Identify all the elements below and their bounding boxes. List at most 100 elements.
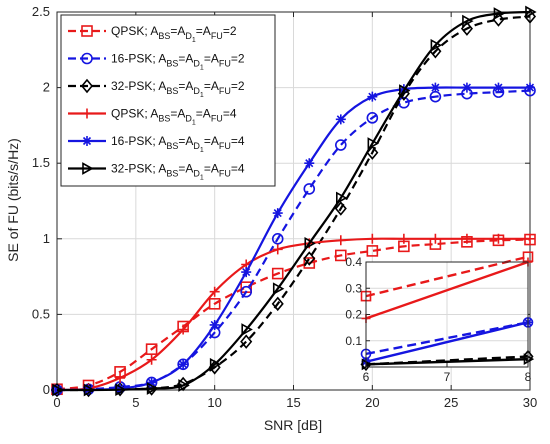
triangle-marker [335,191,348,205]
data-point-marker [272,244,283,255]
y-axis-title: SE of FU (bits/s/Hz) [5,138,21,262]
data-point-marker [335,191,348,205]
triangle-marker [430,38,443,52]
series-layer [50,5,537,398]
legend-text-part: =4 [231,162,245,176]
legend-text-part: =2 [231,52,245,66]
legend-entry-psk32-4: 32-PSK; ABS=AD1=AFU=4 [68,162,245,182]
legend-subscript: BS [166,59,178,69]
data-point-marker [115,372,126,383]
triangle-marker [82,162,94,175]
legend-subscript: BS [166,169,178,179]
legend-text-part: =A [204,134,219,148]
data-point-marker [462,14,474,28]
legend-text-part: =A [196,24,211,38]
star-marker [178,359,189,370]
plus-marker [398,233,409,244]
data-point-marker [209,286,220,297]
inset-series-line-qpsk4 [365,260,529,320]
data-point-marker [461,82,472,93]
legend-subscript: D [193,141,200,151]
inset-x-tick-label: 6 [363,370,370,384]
x-tick-label: 25 [444,395,458,410]
x-tick-label: 5 [132,395,139,410]
star-marker [430,82,441,93]
data-point-marker [334,139,347,151]
data-point-marker [460,21,473,36]
plus-marker [178,324,189,335]
legend-subscript: FU [219,141,231,151]
data-point-marker [115,383,127,397]
data-point-marker [430,233,441,244]
plus-marker [461,233,472,244]
legend-text-part: 32-PSK; A [111,79,166,93]
star-marker [241,267,252,278]
x-tick-label: 15 [286,395,300,410]
diamond-marker [240,334,253,349]
diamond-marker [271,296,284,312]
legend-text-part: =4 [223,107,237,121]
legend-text-part: =A [178,134,193,148]
legend-subscript: 1 [200,92,204,99]
legend-label: 16-PSK; ABS=AD1=AFU=2 [111,52,245,72]
inset-x-tick-label: 7 [444,370,451,384]
data-point-marker [178,359,189,370]
legend-subscript: BS [166,141,178,151]
circle-marker [271,233,284,245]
legend-text-part: =A [178,162,193,176]
triangle-marker [525,5,537,19]
inset-y-tick-label: 0.1 [345,334,362,348]
legend-subscript: BS [166,86,178,96]
data-point-marker [178,379,190,392]
inset-y-tick-label: 0.2 [345,308,362,322]
legend-text-part: =A [178,52,193,66]
inset-x-tick-label: 8 [525,370,532,384]
legend-entry-psk16-4: 16-PSK; ABS=AD1=AFU=4 [68,134,245,154]
data-point-marker [145,343,158,355]
data-point-marker [493,7,506,20]
data-point-marker [525,5,537,19]
legend-subscript: 1 [200,175,204,182]
square-marker [303,257,316,269]
data-point-marker [366,112,379,124]
star-marker [525,82,535,93]
triangle-marker [146,382,159,395]
square-marker [271,267,284,280]
data-point-marker [366,245,379,257]
diamond-marker [334,201,347,216]
y-tick-label: 2.5 [32,4,50,19]
square-marker [145,343,158,355]
data-point-marker [398,233,409,244]
legend-subscript: 1 [200,147,204,154]
legend-subscript: 1 [192,37,196,44]
legend-text-part: =2 [231,79,245,93]
legend-subscript: D [185,31,192,41]
data-point-marker [304,158,315,169]
data-point-marker [240,285,252,298]
x-tick-label: 0 [53,395,60,410]
legend-text-part: 32-PSK; A [111,162,166,176]
legend: QPSK; ABS=AD1=AFU=216-PSK; ABS=AD1=AFU=2… [60,14,276,187]
data-point-marker [303,257,316,269]
y-tick-label: 1.5 [32,155,50,170]
diamond-marker [80,78,94,94]
data-point-marker [525,233,535,244]
legend-text-part: =A [204,79,219,93]
triangle-marker [462,14,474,28]
star-marker [461,82,472,93]
legend-subscript: FU [219,169,231,179]
star-marker [209,319,220,330]
data-point-marker [272,208,283,219]
legend-entry-qpsk2: QPSK; ABS=AD1=AFU=2 [68,24,237,44]
series-line-qpsk2 [56,238,531,391]
legend-entry-psk16-2: 16-PSK; ABS=AD1=AFU=2 [68,52,245,72]
legend-text-part: =2 [223,24,237,38]
data-point-marker [209,357,222,371]
data-point-marker [241,267,252,278]
data-point-marker [52,383,64,397]
data-point-marker [81,52,93,65]
data-point-marker [146,377,157,388]
circle-marker [303,183,316,195]
data-point-marker [81,25,93,37]
data-point-marker [335,114,346,125]
